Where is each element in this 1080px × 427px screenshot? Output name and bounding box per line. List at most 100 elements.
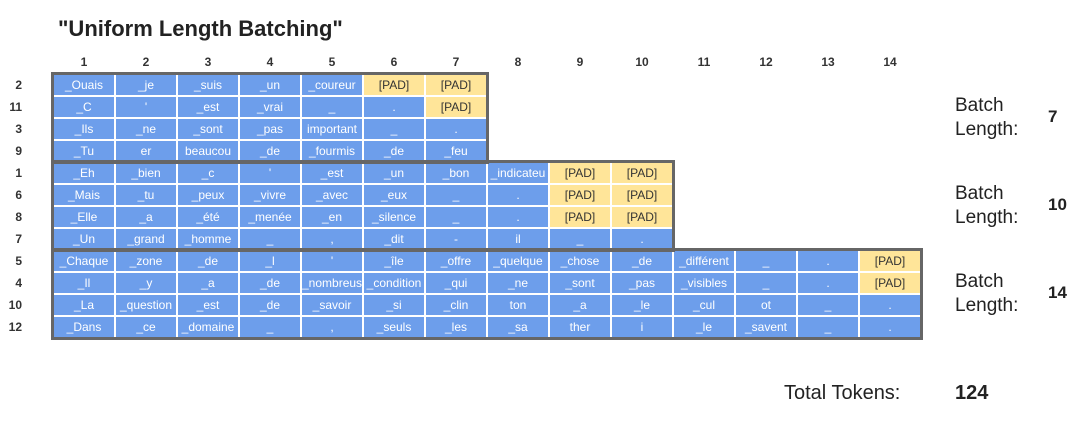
token-cell: _Un bbox=[53, 228, 115, 250]
token-cell: _chose bbox=[549, 250, 611, 272]
token-cell: _de bbox=[239, 294, 301, 316]
token-cell: _de bbox=[611, 250, 673, 272]
row-label: 3 bbox=[15, 122, 22, 136]
pad-token-cell: [PAD] bbox=[611, 184, 673, 206]
token-cell: _ne bbox=[487, 272, 549, 294]
token-cell: _feu bbox=[425, 140, 487, 162]
token-cell: _Chaque bbox=[53, 250, 115, 272]
token-cell: i bbox=[611, 316, 673, 338]
token-cell: , bbox=[301, 316, 363, 338]
pad-token-cell: [PAD] bbox=[425, 74, 487, 96]
batch-length-value: 10 bbox=[1048, 195, 1067, 214]
column-number: 14 bbox=[883, 55, 897, 69]
row-label: 10 bbox=[8, 298, 22, 312]
pad-token-cell: [PAD] bbox=[611, 162, 673, 184]
token-cell: il bbox=[487, 228, 549, 250]
token-cell: _l bbox=[239, 250, 301, 272]
token-cell: _est bbox=[177, 294, 239, 316]
token-cell: . bbox=[363, 96, 425, 118]
token-cell: . bbox=[487, 184, 549, 206]
column-number: 5 bbox=[328, 55, 336, 69]
column-number: 13 bbox=[821, 55, 835, 69]
batch-length-value: 14 bbox=[1048, 283, 1067, 302]
token-cell: _a bbox=[115, 206, 177, 228]
pad-token-cell: [PAD] bbox=[859, 272, 921, 294]
token-cell: _Mais bbox=[53, 184, 115, 206]
row-label: 11 bbox=[9, 100, 22, 114]
token-cell: er bbox=[115, 140, 177, 162]
column-number: 9 bbox=[576, 55, 584, 69]
row-label: 1 bbox=[15, 166, 22, 180]
token-cell: _le bbox=[611, 294, 673, 316]
token-cell: _ bbox=[549, 228, 611, 250]
pad-token-cell: [PAD] bbox=[549, 162, 611, 184]
row-label: 7 bbox=[15, 232, 22, 246]
token-cell: _Il bbox=[53, 272, 115, 294]
token-cell: - bbox=[425, 228, 487, 250]
row-label: 6 bbox=[15, 188, 22, 202]
pad-token-cell: [PAD] bbox=[859, 250, 921, 272]
batch-length-value: 7 bbox=[1048, 107, 1058, 126]
token-cell: _sont bbox=[177, 118, 239, 140]
token-cell: _ bbox=[735, 250, 797, 272]
token-cell: _un bbox=[363, 162, 425, 184]
token-cell: _y bbox=[115, 272, 177, 294]
token-cell: _différent bbox=[673, 250, 735, 272]
token-cell: _ bbox=[425, 184, 487, 206]
token-cell: _Tu bbox=[53, 140, 115, 162]
token-cell: . bbox=[425, 118, 487, 140]
token-cell: . bbox=[797, 272, 859, 294]
column-number: 11 bbox=[697, 55, 711, 69]
token-cell: _ne bbox=[115, 118, 177, 140]
pad-token-cell: [PAD] bbox=[611, 206, 673, 228]
token-cell: . bbox=[487, 206, 549, 228]
batch-length-label: Batch Length: bbox=[955, 183, 1019, 228]
token-cell: _offre bbox=[425, 250, 487, 272]
token-cell: _dit bbox=[363, 228, 425, 250]
token-cell: _avec bbox=[301, 184, 363, 206]
column-number: 1 bbox=[80, 55, 88, 69]
column-number: 12 bbox=[759, 55, 773, 69]
token-cell: _C bbox=[53, 96, 115, 118]
token-cell: _quelque bbox=[487, 250, 549, 272]
token-cell: _ bbox=[239, 316, 301, 338]
token-cell: _de bbox=[239, 272, 301, 294]
token-cell: _suis bbox=[177, 74, 239, 96]
token-cell: ' bbox=[239, 162, 301, 184]
token-cell: _cul bbox=[673, 294, 735, 316]
token-cell: _a bbox=[177, 272, 239, 294]
token-cell: _a bbox=[549, 294, 611, 316]
token-cell: _ bbox=[425, 206, 487, 228]
token-cell: _ bbox=[735, 272, 797, 294]
token-cell: _coureur bbox=[301, 74, 363, 96]
column-number: 6 bbox=[390, 55, 398, 69]
token-cell: . bbox=[859, 316, 921, 338]
token-cell: _question bbox=[115, 294, 177, 316]
token-cell: . bbox=[859, 294, 921, 316]
token-cell: _Ouais bbox=[53, 74, 115, 96]
token-cell: _condition bbox=[363, 272, 425, 294]
token-cell: _peux bbox=[177, 184, 239, 206]
row-label: 5 bbox=[15, 254, 22, 268]
pad-token-cell: [PAD] bbox=[549, 184, 611, 206]
token-cell: _ bbox=[363, 118, 425, 140]
batch-length-label: Batch Length: bbox=[955, 271, 1019, 316]
token-cell: _nombreus bbox=[301, 272, 363, 294]
token-cell: _le bbox=[673, 316, 735, 338]
token-cell: _bien bbox=[115, 162, 177, 184]
column-number: 3 bbox=[204, 55, 212, 69]
token-cell: _pas bbox=[611, 272, 673, 294]
token-cell: _visibles bbox=[673, 272, 735, 294]
batch-length-label: Batch Length: bbox=[955, 95, 1019, 140]
token-cell: _eux bbox=[363, 184, 425, 206]
token-cell: _clin bbox=[425, 294, 487, 316]
diagram-title: "Uniform Length Batching" bbox=[58, 16, 343, 41]
token-cell: ' bbox=[115, 96, 177, 118]
token-cell: _je bbox=[115, 74, 177, 96]
token-cell: _ bbox=[239, 228, 301, 250]
token-cell: _est bbox=[177, 96, 239, 118]
token-cell: _zone bbox=[115, 250, 177, 272]
token-cell: ther bbox=[549, 316, 611, 338]
token-cell: _ce bbox=[115, 316, 177, 338]
token-cell: _vivre bbox=[239, 184, 301, 206]
